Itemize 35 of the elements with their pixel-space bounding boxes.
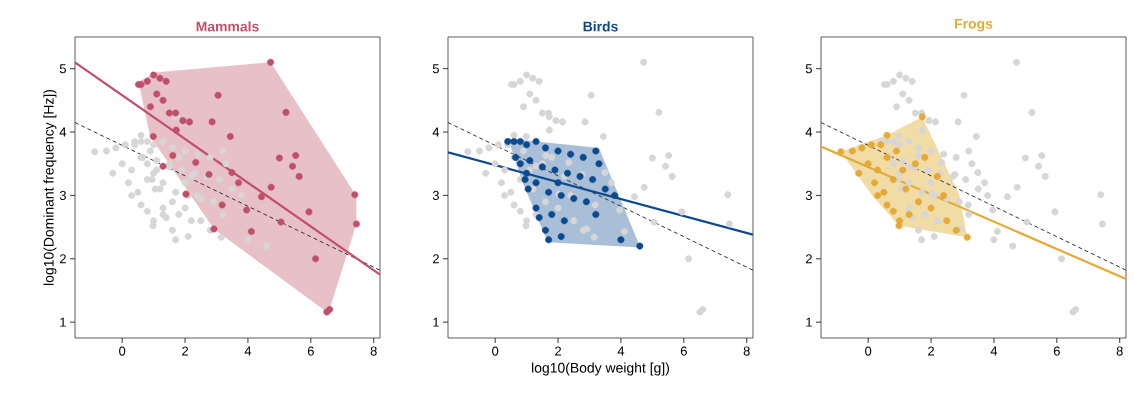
chart-title: Mammals <box>196 21 259 32</box>
x-tick-label: 4 <box>244 346 252 356</box>
y-tick-label: 4 <box>432 127 440 137</box>
y-tick-label: 1 <box>433 317 439 327</box>
y-tick-label: 4 <box>59 127 67 137</box>
y-tick-label: 3 <box>805 190 812 200</box>
chart-title: Birds <box>583 21 618 32</box>
y-tick-label: 5 <box>59 64 66 74</box>
y-tick-label: 4 <box>805 127 813 137</box>
chart-title: Frogs <box>955 18 993 32</box>
y-tick-label: 2 <box>59 254 66 264</box>
y-tick-label: 2 <box>805 254 812 264</box>
x-tick-label: 4 <box>617 346 625 356</box>
x-tick-label: 2 <box>182 346 188 356</box>
y-tick-label: 2 <box>432 254 439 264</box>
x-tick-label: 8 <box>370 346 377 356</box>
y-tick-label: 1 <box>806 317 812 327</box>
x-tick-label: 6 <box>680 346 687 356</box>
x-tick-label: 0 <box>119 346 126 356</box>
y-tick-label: 5 <box>805 64 812 74</box>
x-axis-title: log10(Body weight [g]) <box>532 362 669 376</box>
x-tick-label: 8 <box>1116 346 1123 356</box>
x-tick-label: 0 <box>865 346 872 356</box>
y-tick-label: 5 <box>432 64 439 74</box>
x-tick-label: 6 <box>1053 346 1060 356</box>
y-tick-label: 3 <box>432 190 439 200</box>
x-tick-label: 2 <box>555 346 561 356</box>
x-tick-label: 4 <box>990 346 998 356</box>
y-axis-title: log10(Dominant frequency [Hz]) <box>43 89 57 286</box>
x-tick-label: 0 <box>492 346 499 356</box>
x-tick-label: 8 <box>743 346 750 356</box>
y-tick-label: 1 <box>60 317 66 327</box>
x-tick-label: 6 <box>307 346 314 356</box>
x-tick-label: 2 <box>928 346 934 356</box>
y-tick-label: 3 <box>59 190 66 200</box>
